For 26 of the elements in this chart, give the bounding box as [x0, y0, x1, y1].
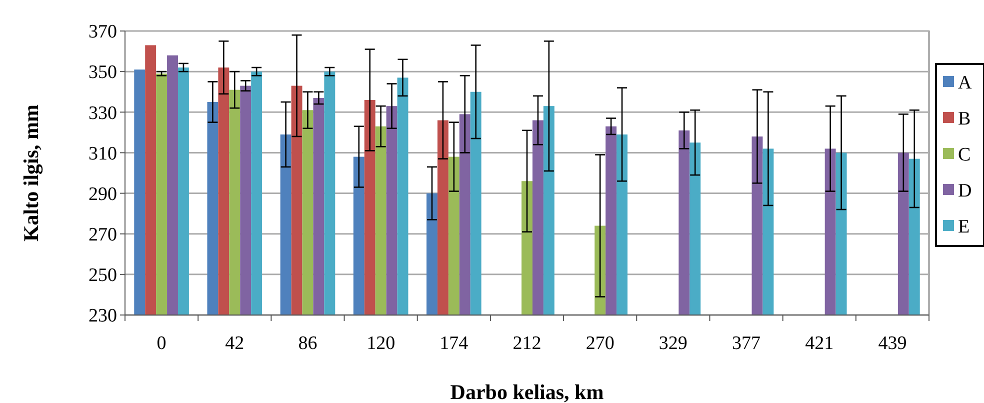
- legend-label: A: [958, 72, 972, 94]
- y-tick-label: 310: [88, 143, 117, 164]
- y-tick-label: 270: [88, 224, 117, 246]
- legend-label: D: [958, 180, 972, 202]
- legend-label: B: [958, 108, 971, 130]
- x-tick-label: 439: [878, 333, 907, 354]
- x-tick-label: 212: [512, 333, 542, 354]
- x-tick-label: 270: [586, 333, 614, 354]
- x-axis-title: Darbo kelias, km: [450, 380, 604, 403]
- y-tick-label: 290: [88, 184, 117, 205]
- y-tick-label: 230: [88, 306, 117, 327]
- x-tick-label: 421: [805, 333, 834, 354]
- legend-label: E: [958, 216, 970, 238]
- x-tick-label: 86: [298, 333, 318, 354]
- x-tick-label: 120: [366, 333, 396, 354]
- y-tick-label: 250: [88, 265, 117, 286]
- x-tick-label: 42: [225, 333, 244, 354]
- y-tick-label: 370: [88, 22, 117, 43]
- x-tick-label: 174: [440, 333, 469, 354]
- legend-label: C: [958, 144, 971, 166]
- y-tick-label: 330: [88, 102, 117, 124]
- x-tick-label: 329: [658, 333, 688, 354]
- x-tick-label: 0: [156, 333, 166, 354]
- y-axis-title: Kalto ilgis, mm: [19, 104, 43, 242]
- y-tick-label: 350: [88, 62, 117, 84]
- x-tick-label: 377: [732, 333, 761, 354]
